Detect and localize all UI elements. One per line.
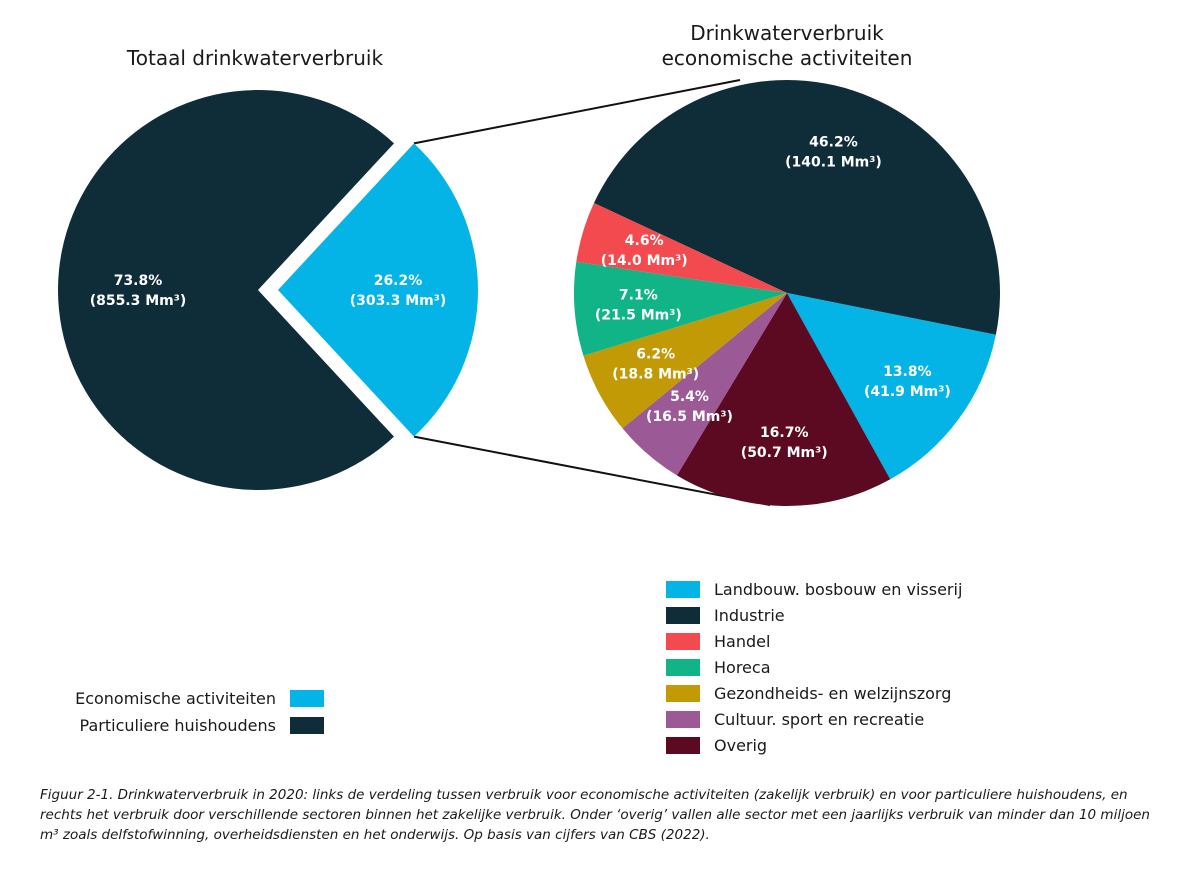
slice-horeca-value-label: (21.5 Mm³) [595, 307, 682, 323]
right-legend-item: Industrie [666, 606, 785, 625]
slice-overig-percent-label: 16.7% [760, 425, 809, 441]
pie-slice-industrie [593, 79, 1001, 335]
slice-gezondheids-en-welzijnszorg-percent-label: 6.2% [636, 347, 675, 363]
right-pie-labels: 46.2% (140.1 Mm³) 13.8% (41.9 Mm³) 16.7% (50.… [595, 134, 951, 461]
right-legend-item: Overig [666, 736, 767, 755]
slice-landbouw-bosbouw-en-visserij-percent-label: 13.8% [883, 364, 932, 380]
slice-gezondheids-en-welzijnszorg-value-label: (18.8 Mm³) [612, 367, 699, 383]
left-legend-label: Economische activiteiten [75, 689, 276, 708]
connector-lines [413, 79, 771, 506]
right-legend-swatch [666, 633, 700, 650]
right-legend-label: Industrie [714, 606, 785, 625]
figure: Totaal drinkwaterverbruik 73.8% (855.3 Mm… [57, 21, 1001, 755]
pie-slice-gezondheids-en-welzijnszorg [583, 293, 787, 429]
slice-landbouw-bosbouw-en-visserij-value-label: (41.9 Mm³) [864, 384, 951, 400]
left-pie-labels: 73.8% (855.3 Mm³) 26.2% (303.3 Mm³) [90, 273, 447, 309]
slice-industrie-value-label: (140.1 Mm³) [785, 154, 882, 170]
slice-handel-value-label: (14.0 Mm³) [601, 253, 688, 269]
left-legend-item: Economische activiteiten [75, 689, 324, 708]
right-legend-label: Overig [714, 736, 767, 755]
right-legend-label: Horeca [714, 658, 771, 677]
left-legend-swatch [290, 717, 324, 734]
figure-caption: Figuur 2-1. Drinkwaterverbruik in 2020: … [40, 787, 1150, 843]
pie-slice-handel [576, 202, 787, 293]
right-legend-swatch [666, 581, 700, 598]
right-legend: Landbouw. bosbouw en visserij Industrie … [666, 580, 962, 755]
slice-particuliere-huishoudens-value-label: (855.3 Mm³) [90, 293, 187, 309]
pie-slice-horeca [574, 261, 787, 356]
pie-slice-particuliere-huishoudens [57, 90, 394, 491]
right-legend-item: Cultuur. sport en recreatie [666, 710, 924, 729]
left-legend-label: Particuliere huishoudens [80, 716, 276, 735]
right-legend-label: Handel [714, 632, 770, 651]
right-chart-title-line-2: economische activiteiten [662, 46, 913, 70]
right-pie-chart [574, 79, 1001, 506]
left-legend: Economische activiteiten Particuliere hu… [75, 689, 324, 735]
right-legend-swatch [666, 659, 700, 676]
right-legend-item: Handel [666, 632, 770, 651]
slice-industrie-percent-label: 46.2% [809, 134, 858, 150]
slice-particuliere-huishoudens-percent-label: 73.8% [114, 273, 163, 289]
left-legend-item: Particuliere huishoudens [80, 716, 324, 735]
pie-slice-landbouw-bosbouw-en-visserij [787, 293, 996, 480]
slice-handel-percent-label: 4.6% [625, 233, 664, 249]
left-chart-title: Totaal drinkwaterverbruik [126, 46, 384, 70]
right-legend-item: Horeca [666, 658, 771, 677]
connector-line-bottom [413, 435, 771, 506]
left-pie-chart [57, 90, 478, 491]
right-legend-swatch [666, 607, 700, 624]
right-legend-item: Gezondheids- en welzijnszorg [666, 684, 951, 703]
right-legend-label: Gezondheids- en welzijnszorg [714, 684, 951, 703]
slice-economische-activiteiten-value-label: (303.3 Mm³) [350, 293, 447, 309]
slice-cultuur-sport-en-recreatie-percent-label: 5.4% [670, 389, 709, 405]
connector-line-top [413, 79, 741, 145]
right-legend-swatch [666, 685, 700, 702]
right-chart-title-line-1: Drinkwaterverbruik [690, 21, 884, 45]
right-legend-label: Landbouw. bosbouw en visserij [714, 580, 962, 599]
pie-slice-overig [676, 293, 891, 506]
slice-economische-activiteiten-percent-label: 26.2% [374, 273, 423, 289]
right-legend-swatch [666, 711, 700, 728]
right-legend-swatch [666, 737, 700, 754]
slice-cultuur-sport-en-recreatie-value-label: (16.5 Mm³) [646, 409, 733, 425]
right-legend-item: Landbouw. bosbouw en visserij [666, 580, 962, 599]
right-legend-label: Cultuur. sport en recreatie [714, 710, 924, 729]
pie-slice-cultuur-sport-en-recreatie [622, 293, 787, 476]
slice-horeca-percent-label: 7.1% [619, 287, 658, 303]
left-legend-swatch [290, 690, 324, 707]
pie-slice-economische-activiteiten [278, 143, 478, 437]
slice-overig-value-label: (50.7 Mm³) [741, 445, 828, 461]
